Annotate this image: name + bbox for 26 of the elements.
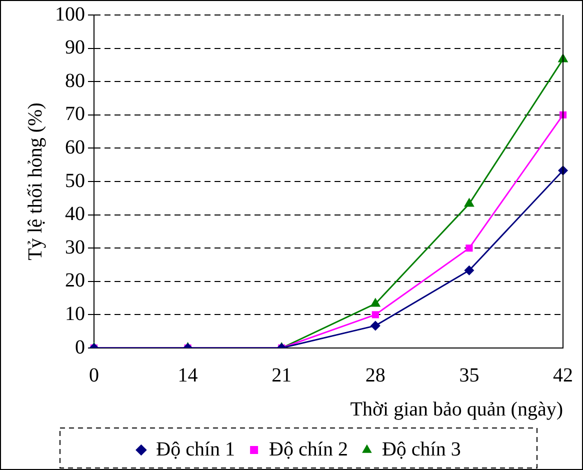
x-tick-label: 28 xyxy=(365,364,386,386)
y-tick-label: 100 xyxy=(55,3,85,26)
legend-label: Độ chín 3 xyxy=(382,438,461,460)
legend-label: Độ chín 1 xyxy=(156,438,236,460)
point xyxy=(464,198,474,207)
legend-label: Độ chín 2 xyxy=(269,438,348,460)
point xyxy=(466,244,473,252)
y-tick-label: 40 xyxy=(65,203,85,226)
y-tick-label: 20 xyxy=(65,270,85,292)
y-tick-label: 70 xyxy=(65,103,85,126)
point xyxy=(464,265,474,276)
y-tick-label: 10 xyxy=(65,302,85,325)
y-tick-label: 80 xyxy=(65,70,85,92)
x-tick-label: 35 xyxy=(459,364,480,386)
x-tick-label: 0 xyxy=(89,364,99,386)
point xyxy=(370,298,381,307)
x-axis-title: Thời gian bảo quản (ngày) xyxy=(350,398,563,420)
y-tick-label: 50 xyxy=(65,170,85,192)
y-axis-title: Tỷ lệ thối hỏng (%) xyxy=(24,102,46,260)
y-tick-label: 30 xyxy=(65,236,85,258)
x-tick-label: 14 xyxy=(178,364,198,386)
x-tick-label: 42 xyxy=(553,364,573,386)
y-tick-label: 0 xyxy=(75,336,85,358)
x-tick-label: 21 xyxy=(272,364,292,386)
y-tick-label: 90 xyxy=(65,36,85,59)
y-tick-label: 60 xyxy=(65,136,85,158)
